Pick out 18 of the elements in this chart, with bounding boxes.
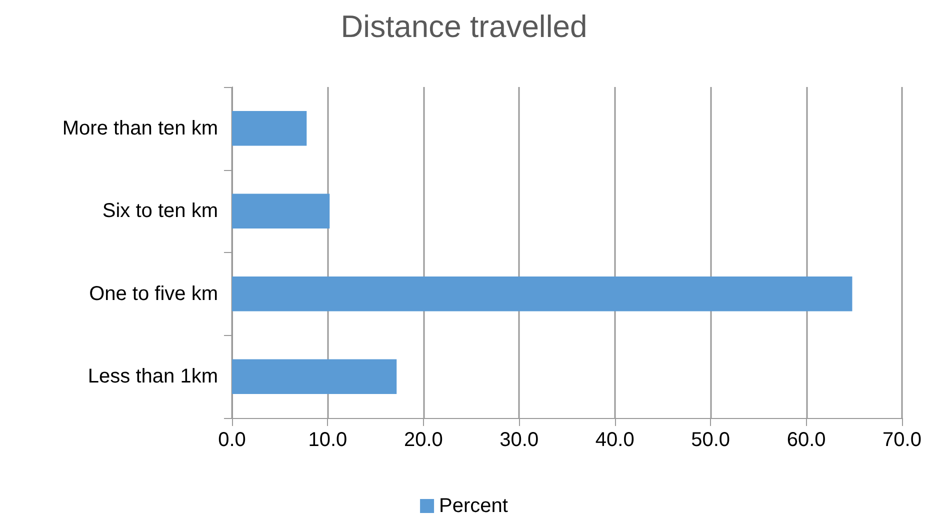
x-tick-label: 10.0 xyxy=(308,429,348,451)
x-tick-label: 70.0 xyxy=(882,429,922,451)
x-tick-label: 20.0 xyxy=(404,429,443,451)
x-tick-label: 40.0 xyxy=(595,429,634,451)
chart-title: Distance travelled xyxy=(340,9,588,44)
y-tick-label: One to five km xyxy=(89,282,218,305)
bar xyxy=(232,359,397,394)
bar xyxy=(232,276,852,312)
legend-label: Percent xyxy=(439,495,508,517)
bar xyxy=(232,194,330,229)
y-tick-label: Less than 1km xyxy=(88,366,218,388)
bar xyxy=(232,111,307,146)
y-tick-label: Six to ten km xyxy=(102,200,218,222)
x-tick-label: 50.0 xyxy=(691,429,730,451)
x-tick-label: 30.0 xyxy=(500,429,539,451)
x-tick-label: 60.0 xyxy=(786,429,826,451)
y-tick-label: More than ten km xyxy=(62,117,218,140)
x-tick-label: 0.0 xyxy=(218,429,246,451)
